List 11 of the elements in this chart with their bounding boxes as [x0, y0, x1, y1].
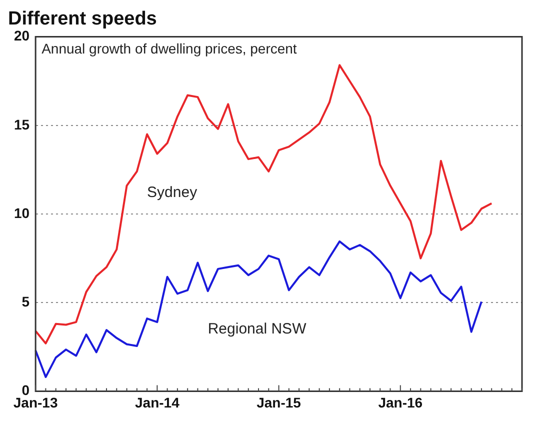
x-tick-label: Jan-15 — [256, 394, 302, 410]
series-label: Sydney — [147, 184, 198, 201]
y-tick-label: 20 — [14, 28, 30, 44]
chart-subtitle: Annual growth of dwelling prices, percent — [42, 40, 297, 57]
series-label: Regional NSW — [208, 320, 308, 338]
x-tick-label: Jan-16 — [378, 394, 423, 410]
y-tick-label: 5 — [22, 293, 30, 310]
chart-title: Different speeds — [8, 8, 157, 30]
y-tick-label: 10 — [14, 204, 30, 221]
y-tick-label: 15 — [14, 116, 30, 132]
x-tick-label: Jan-14 — [135, 394, 180, 410]
